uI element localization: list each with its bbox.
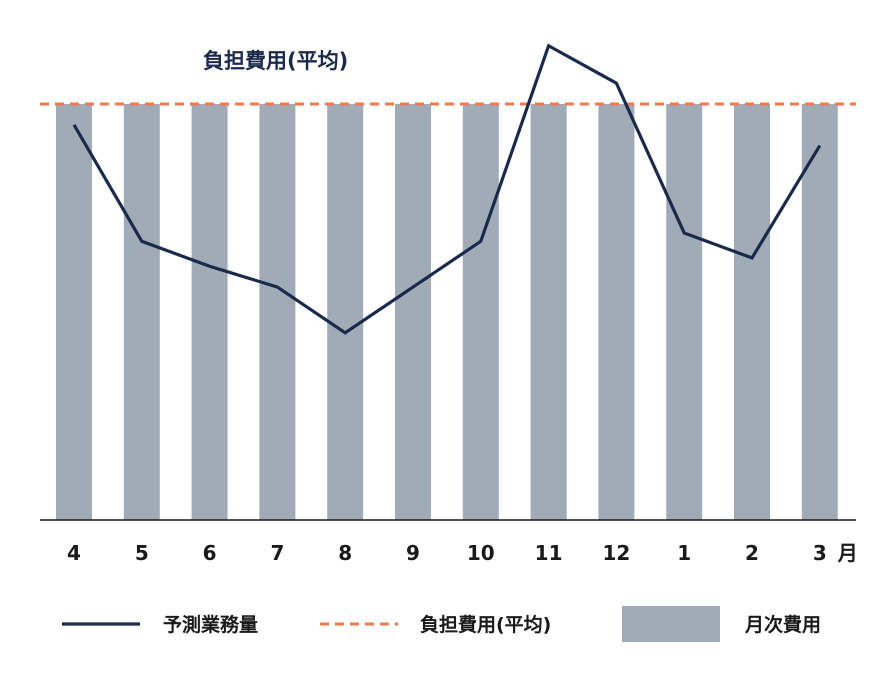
forecast-series-line	[72, 43, 822, 335]
bar-8	[327, 104, 364, 520]
bar-5	[123, 104, 160, 520]
x-tick-label-11: 11	[535, 541, 563, 565]
x-tick-label-4: 4	[67, 541, 81, 565]
x-tick-label-8: 8	[338, 541, 352, 565]
legend-label-monthly-cost: 月次費用	[744, 613, 821, 636]
x-tick-label-12: 12	[602, 541, 630, 565]
legend-item-monthly-cost: 月次費用	[622, 606, 821, 642]
bar-7	[259, 104, 296, 520]
x-tick-label-6: 6	[203, 541, 217, 565]
x-tick-label-2: 2	[745, 541, 759, 565]
bar-6	[191, 104, 228, 520]
x-tick-label-9: 9	[406, 541, 420, 565]
x-tick-label-3: 3	[813, 541, 827, 565]
legend-item-forecast: 予測業務量	[62, 613, 258, 636]
x-axis-unit: 月	[837, 541, 858, 565]
x-tick-label-5: 5	[135, 541, 149, 565]
average-line-label: 負担費用(平均)	[203, 49, 348, 73]
legend-item-average: 負担費用(平均)	[320, 613, 551, 636]
bar-2	[734, 104, 770, 520]
x-tick-label-1: 1	[677, 541, 691, 565]
bar-3	[801, 104, 838, 520]
bar-4	[56, 104, 92, 520]
x-tick-labels: 4 5 6 7 8 9 10 11 12 1 2 3	[67, 541, 827, 565]
bar-9	[395, 104, 431, 520]
legend-label-forecast: 予測業務量	[163, 613, 258, 636]
bar-series	[56, 104, 838, 520]
bar-10	[462, 104, 499, 520]
bar-12	[598, 104, 635, 520]
bar-1	[666, 104, 703, 520]
x-tick-label-10: 10	[467, 541, 495, 565]
x-tick-label-7: 7	[270, 541, 284, 565]
bar-11	[530, 104, 567, 520]
legend: 予測業務量 負担費用(平均) 月次費用	[62, 606, 821, 642]
legend-bar-swatch	[622, 606, 720, 642]
legend-label-average: 負担費用(平均)	[420, 613, 551, 636]
